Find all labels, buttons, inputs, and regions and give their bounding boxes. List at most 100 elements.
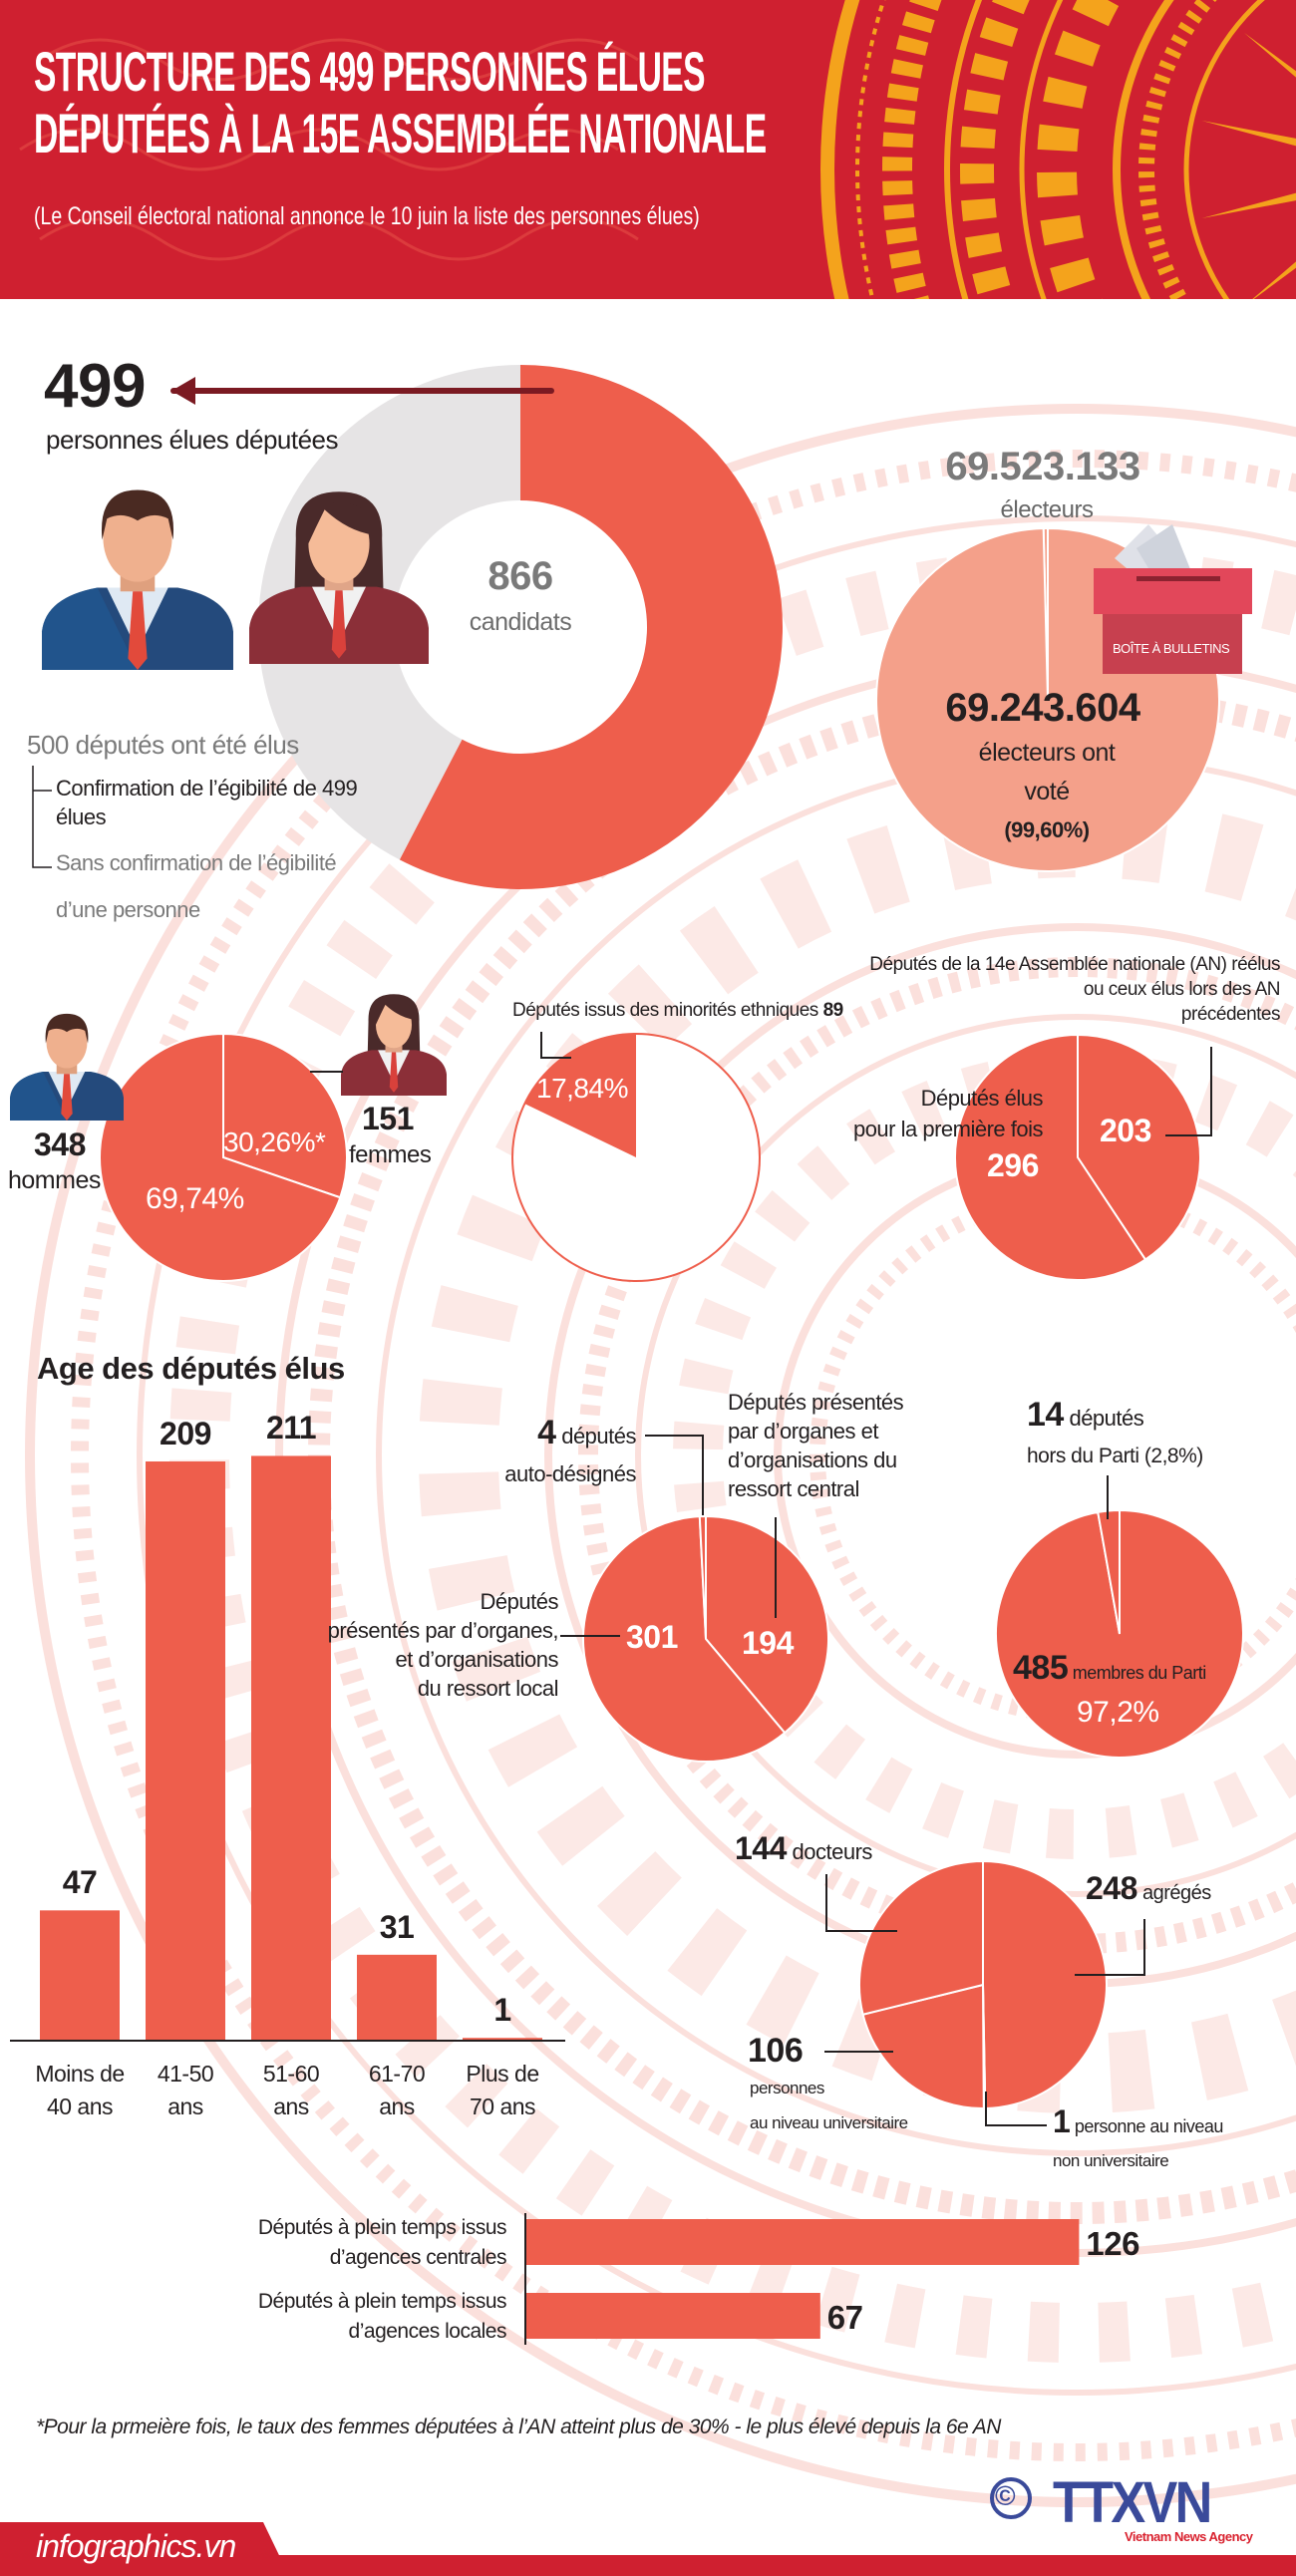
footer-band bbox=[0, 2555, 1296, 2576]
age-bar bbox=[146, 1460, 225, 2041]
ballot-box-icon bbox=[1094, 524, 1252, 674]
donut-hole bbox=[394, 500, 647, 754]
reelected-pie-slice bbox=[953, 1033, 1147, 1281]
confirmed-note: Confirmation de l’égibilité de 499 bbox=[56, 776, 358, 801]
header-banner: STRUCTURE DES 499 PERSONNES ÉLUES DÉPUTÉ… bbox=[0, 0, 1296, 299]
gender-pie-slice bbox=[99, 1032, 342, 1282]
unconfirmed-note-cont: d’une personne bbox=[56, 897, 200, 922]
minorities-pie-slice bbox=[524, 1034, 636, 1157]
voters-who-voted: 69.243.604 bbox=[945, 686, 1140, 730]
elected-count: 499 bbox=[44, 352, 146, 421]
non-university-label-2: non universitaire bbox=[1053, 2151, 1169, 2170]
education-pie bbox=[858, 1859, 1109, 2110]
self-nominated-label: 4 députés bbox=[537, 1416, 636, 1449]
party-pie bbox=[995, 1508, 1244, 1759]
candidates-total: 866 bbox=[487, 554, 553, 598]
age-bar bbox=[251, 1455, 331, 2041]
age-bar bbox=[40, 1910, 120, 2041]
ttxvn-logo-subtitle: Vietnam News Agency bbox=[1125, 2529, 1253, 2544]
member-text: membres du Parti bbox=[1072, 1663, 1207, 1683]
non-university-label: 1 personne au niveau bbox=[1053, 2105, 1223, 2137]
turnout-percent: (99,60%) bbox=[1004, 817, 1090, 842]
copyright-icon: © bbox=[995, 2480, 1016, 2511]
confirmed-note-cont: élues bbox=[56, 805, 107, 829]
education-pie-slice bbox=[858, 1859, 984, 2016]
age-bar-category: 51-60 ans bbox=[262, 2061, 320, 2119]
elected-note-title: 500 députés ont été élus bbox=[27, 730, 299, 760]
arrow-left-icon bbox=[170, 377, 554, 405]
non-member-label: 14 députés bbox=[1027, 1396, 1144, 1434]
men-label: hommes bbox=[8, 1166, 101, 1194]
men-percent: 69,74% bbox=[146, 1182, 244, 1215]
party-pie-slice bbox=[1097, 1508, 1121, 1635]
women-percent: 30,26%* bbox=[223, 1127, 326, 1157]
education-pie-slice bbox=[982, 1859, 1109, 2109]
minorities-percent: 17,84% bbox=[536, 1073, 628, 1104]
footnote: *Pour la prmeière fois, le taux des femm… bbox=[36, 2415, 1001, 2438]
masters-count: 248 bbox=[1086, 1870, 1137, 1906]
member-label: 485 membres du Parti bbox=[1013, 1651, 1206, 1685]
footer-site-link[interactable]: infographics.vn bbox=[36, 2528, 236, 2564]
non-university-text: personne au niveau bbox=[1074, 2116, 1224, 2136]
minorities-label: Députés issus des minorités ethniques 89 bbox=[512, 1001, 843, 1020]
unconfirmed-note: Sans confirmation de l’égibilité bbox=[56, 850, 337, 875]
central-nominated-label: Députés présentés par d’organes et d’org… bbox=[728, 1390, 904, 1501]
local-nominated-count: 301 bbox=[626, 1619, 678, 1655]
member-percent: 97,2% bbox=[1077, 1696, 1159, 1729]
man-avatar-icon bbox=[10, 1013, 124, 1121]
reelected-label: Députés de la 14e Assemblée nationale (A… bbox=[869, 954, 1280, 1025]
note-tree-lines bbox=[32, 766, 52, 868]
central-nominated-count: 194 bbox=[742, 1625, 794, 1661]
member-count: 485 bbox=[1013, 1649, 1069, 1687]
non-member-label-2: hors du Parti (2,8%) bbox=[1027, 1445, 1203, 1467]
self-nominated-text: députés bbox=[561, 1424, 636, 1449]
age-bar-value: 209 bbox=[160, 1415, 211, 1451]
nomination-pie bbox=[582, 1514, 829, 1763]
registered-voters: 69.523.133 bbox=[945, 445, 1140, 488]
minorities-count: 89 bbox=[822, 1000, 844, 1021]
registered-voters-label: électeurs bbox=[1000, 496, 1094, 523]
self-nominated-count: 4 bbox=[537, 1414, 556, 1451]
age-bar-category: Plus de 70 ans bbox=[466, 2061, 539, 2119]
age-bar-value: 1 bbox=[493, 1992, 511, 2029]
education-pie-slice bbox=[861, 1983, 985, 2110]
agency-bar-category: Députés à plein temps issus d’agences lo… bbox=[257, 2290, 507, 2343]
non-member-text: députés bbox=[1069, 1406, 1144, 1431]
gender-pie bbox=[99, 1032, 348, 1282]
nomination-pie-slice bbox=[705, 1514, 829, 1735]
local-nominated-label: Députés présentés par d’organes, et d’or… bbox=[327, 1589, 559, 1701]
first-time-count: 296 bbox=[987, 1147, 1039, 1183]
reelected-count: 203 bbox=[1100, 1113, 1151, 1148]
drum-ornament-icon bbox=[19, 0, 1296, 299]
ballot-box-label: BOÎTE À BULLETINS bbox=[1113, 641, 1230, 656]
age-bar bbox=[463, 2038, 542, 2041]
age-bar-value: 47 bbox=[62, 1864, 98, 1901]
reelected-pie bbox=[953, 1033, 1201, 1281]
voted-label-2: voté bbox=[1024, 778, 1070, 805]
agency-bar bbox=[526, 2293, 820, 2339]
masters-label: 248 agrégés bbox=[1086, 1872, 1211, 1904]
title-line-1: STRUCTURE DES 499 PERSONNES ÉLUES bbox=[34, 40, 705, 103]
non-member-count: 14 bbox=[1027, 1396, 1064, 1434]
age-bar-category: 61-70 ans bbox=[368, 2061, 426, 2119]
age-chart-title: Age des députés élus bbox=[37, 1351, 345, 1386]
woman-avatar-icon bbox=[341, 994, 447, 1096]
nomination-pie-slice bbox=[582, 1515, 787, 1763]
university-label-2: au niveau universitaire bbox=[750, 2113, 908, 2132]
masters-text: agrégés bbox=[1141, 1882, 1211, 1904]
elected-label: personnes élues députées bbox=[46, 425, 339, 455]
title-line-2: DÉPUTÉES À LA 15E ASSEMBLÉE NATIONALE bbox=[34, 102, 767, 164]
subtitle: (Le Conseil électoral national annonce l… bbox=[34, 202, 700, 230]
doctors-label: 144 docteurs bbox=[735, 1832, 872, 1864]
agency-bar bbox=[526, 2219, 1080, 2265]
agency-bar-value: 67 bbox=[826, 2299, 863, 2336]
age-bar-value: 31 bbox=[379, 1908, 415, 1945]
ttxvn-logo-text: TTXVN bbox=[1053, 2470, 1212, 2535]
university-label-1: personnes bbox=[750, 2079, 824, 2097]
first-time-label: Députés élus pour la première fois bbox=[852, 1086, 1044, 1141]
women-count: 151 bbox=[362, 1101, 414, 1136]
men-count: 348 bbox=[34, 1127, 86, 1162]
doctors-count: 144 bbox=[735, 1830, 787, 1866]
